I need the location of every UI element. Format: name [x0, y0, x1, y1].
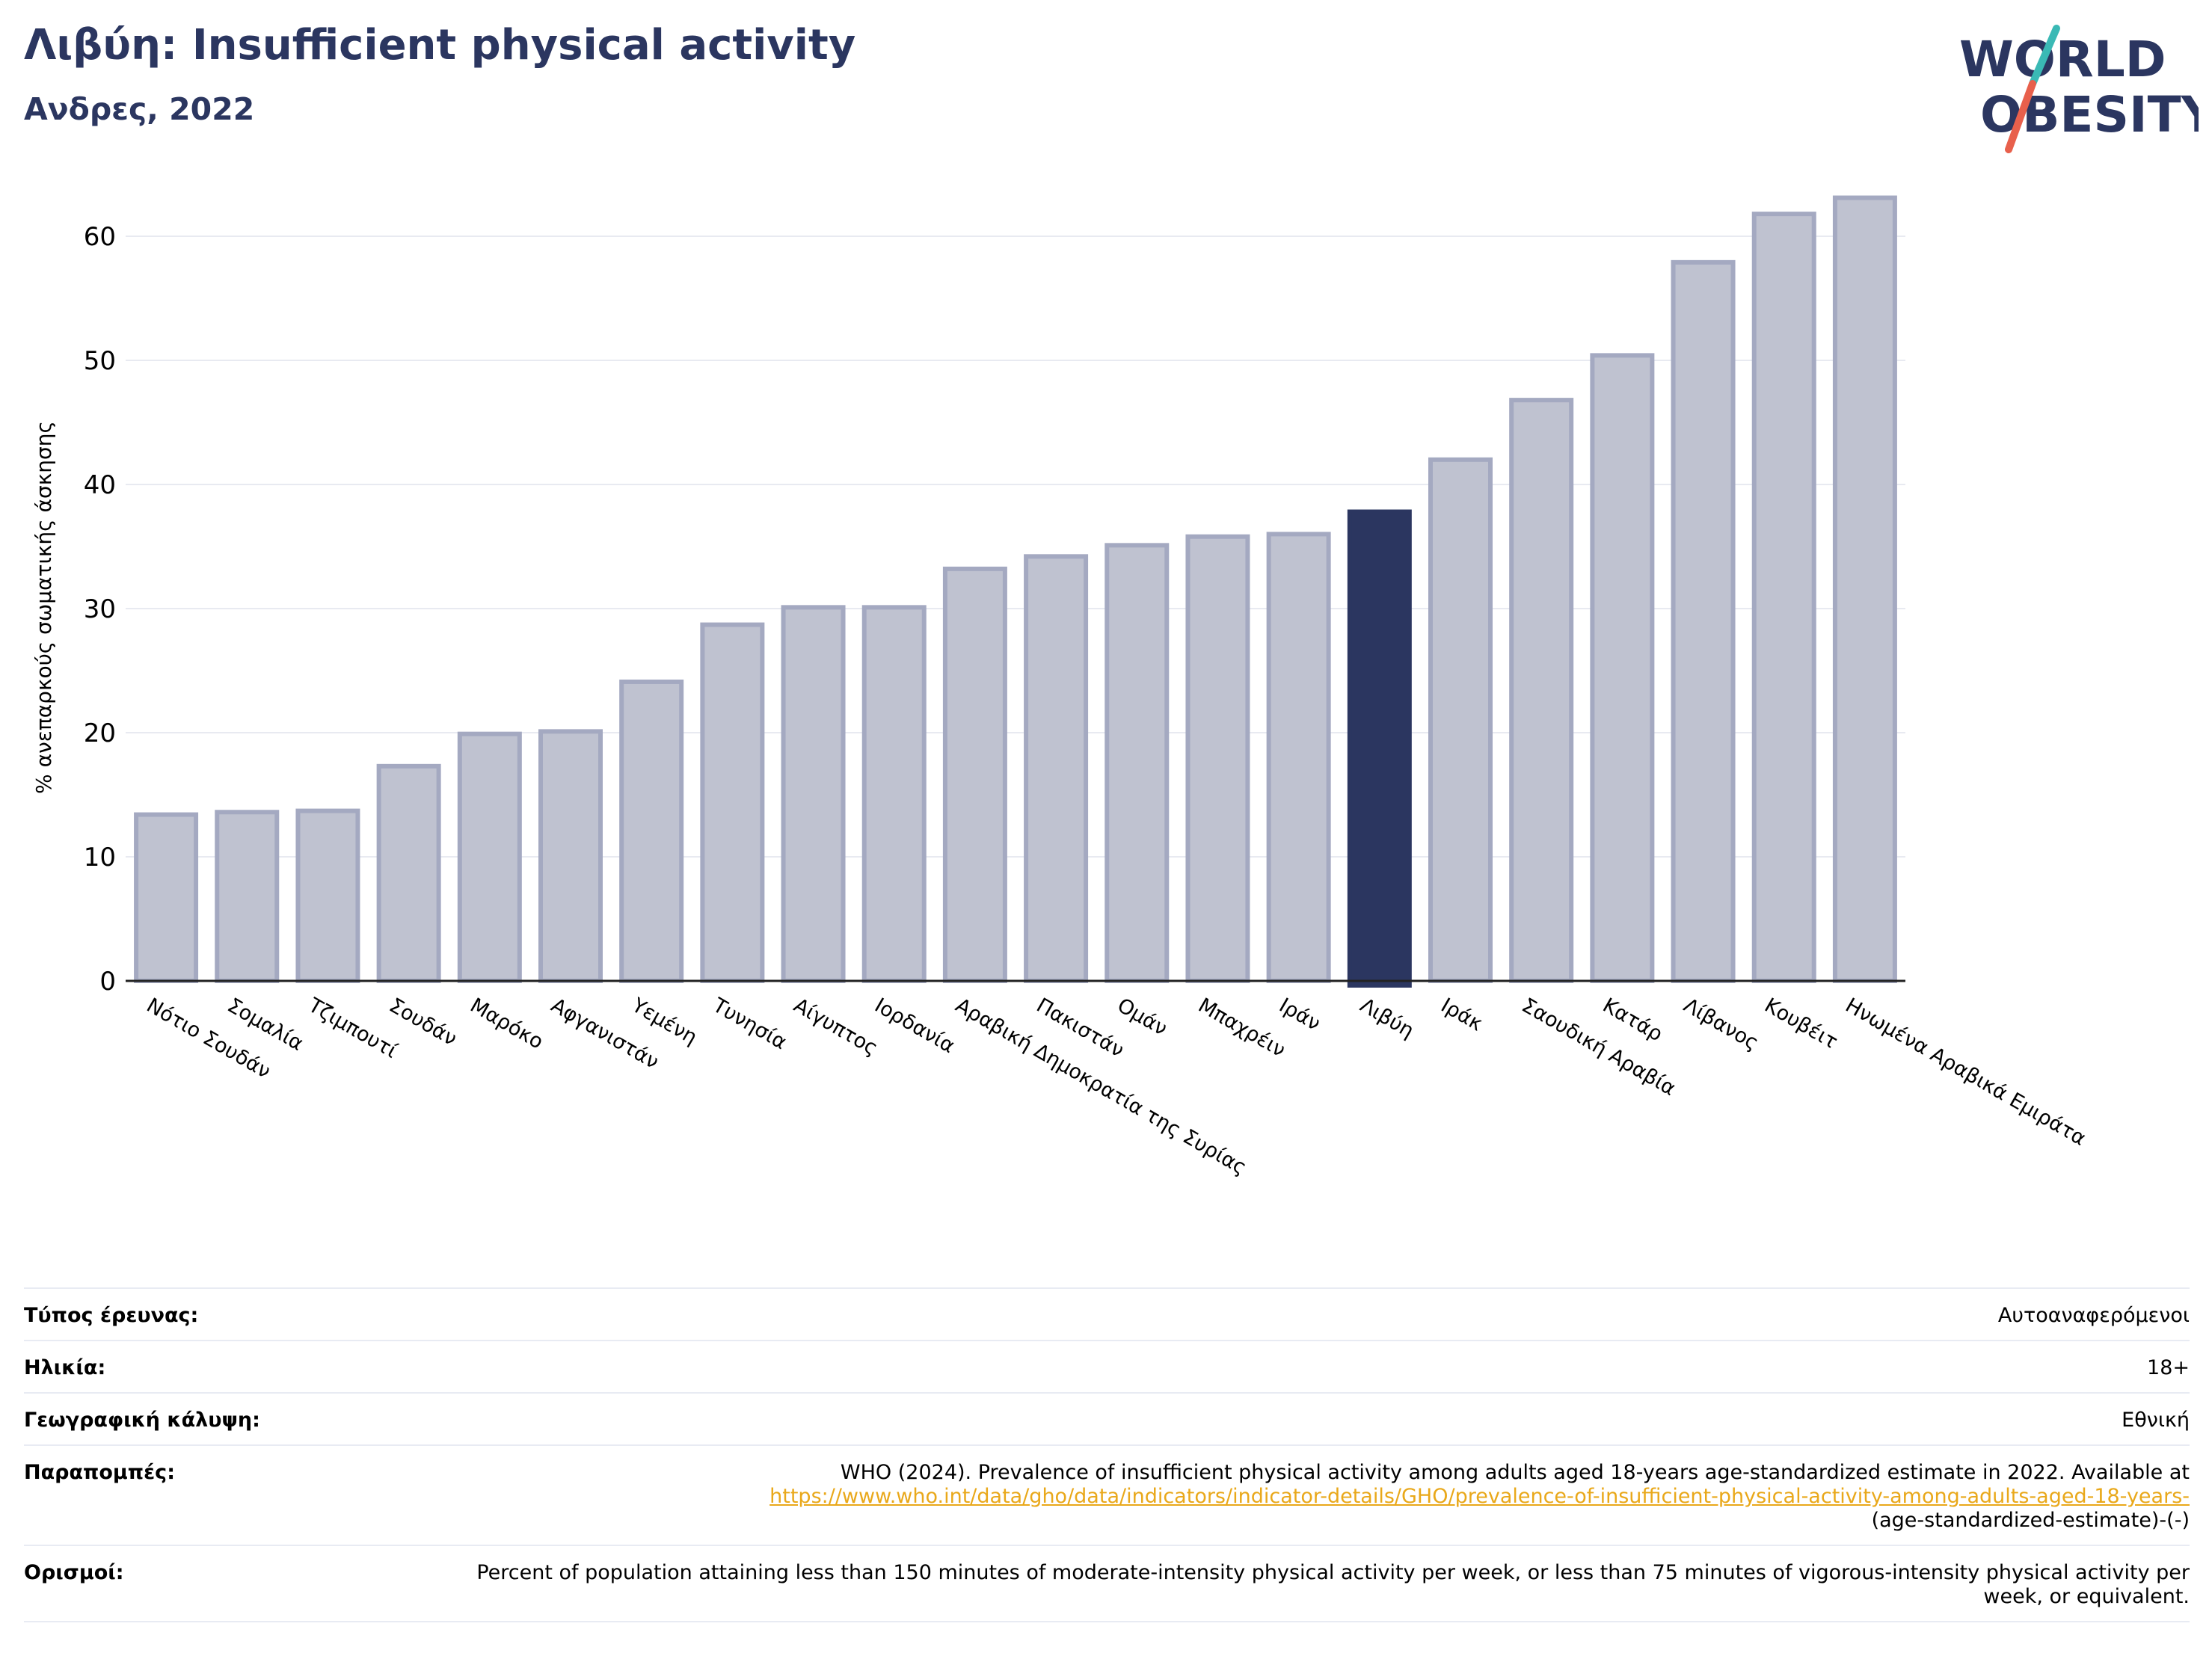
meta-row-age: Ηλικία: 18+	[24, 1341, 2190, 1394]
bar	[1428, 457, 1493, 983]
meta-row-survey-type: Τύπος έρευνας: Αυτοαναφερόμενοι	[24, 1289, 2190, 1341]
bar	[457, 731, 522, 983]
x-tick-label: Λιβύη	[1356, 994, 1418, 1043]
meta-label: Γεωγραφική κάλυψη:	[24, 1409, 260, 1432]
page-title: Λιβύη: Insufficient physical activity	[24, 21, 856, 70]
reference-text: WHO (2024). Prevalence of insufficient p…	[840, 1461, 2190, 1484]
logo-slash-teal	[2029, 25, 2060, 87]
y-tick-label: 50	[84, 346, 116, 376]
bar	[1671, 259, 1736, 983]
bars	[134, 195, 1897, 988]
bar	[1509, 398, 1574, 983]
bar	[942, 566, 1007, 983]
y-tick-labels: 0 10 20 30 40 50 60	[84, 222, 116, 997]
bar	[295, 808, 360, 983]
bar	[1347, 509, 1412, 988]
y-tick-label: 30	[84, 594, 116, 624]
page-subtitle: Ανδρες, 2022	[24, 91, 255, 127]
bar	[1266, 532, 1331, 983]
bar	[781, 605, 846, 984]
meta-row-definitions: Ορισμοί: Percent of population attaining…	[24, 1546, 2190, 1622]
y-tick-label: 10	[84, 843, 116, 872]
x-tick-label: Ιράκ	[1437, 994, 1487, 1035]
bar	[700, 622, 765, 984]
bar	[1185, 534, 1250, 983]
x-tick-label: Αίγυπτος	[790, 994, 882, 1060]
x-tick-label: Λίβανος	[1680, 994, 1763, 1055]
meta-value: Εθνική	[2122, 1409, 2190, 1432]
meta-row-coverage: Γεωγραφική κάλυψη: Εθνική	[24, 1394, 2190, 1446]
bar-chart: 0 10 20 30 40 50 60 Νότιο ΣουδάνΣομαλίαΤζιμπου…	[31, 195, 2090, 1180]
x-tick-label: Ιράν	[1275, 994, 1324, 1035]
reference-text-after: (age-standardized-estimate)-(-)	[1871, 1509, 2190, 1532]
bar	[376, 763, 441, 983]
meta-label: Τύπος έρευνας:	[24, 1304, 199, 1327]
bar	[1751, 212, 1816, 983]
bar	[619, 679, 684, 983]
y-tick-label: 60	[84, 222, 116, 252]
x-tick-label: Σαουδική Αραβία	[1518, 994, 1680, 1101]
x-tick-label: Κουβέιτ	[1760, 994, 1841, 1053]
x-tick-label: Αραβική Δημοκρατία της Συρίας	[951, 994, 1250, 1180]
bar	[134, 812, 199, 984]
bar	[1105, 543, 1170, 983]
x-tick-label: Τζιμπουτί	[304, 994, 401, 1063]
meta-label: Ηλικία:	[24, 1356, 106, 1379]
y-tick-label: 20	[84, 718, 116, 748]
bar	[215, 810, 280, 983]
logo-slash-red	[2005, 80, 2036, 153]
bar	[861, 605, 927, 984]
x-tick-label: Ηνωμένα Αραβικά Εμιράτα	[1841, 994, 2089, 1151]
bar	[1024, 554, 1089, 983]
logo-text-world: WORLD	[1959, 31, 2166, 88]
meta-value-references: WHO (2024). Prevalence of insufficient p…	[769, 1461, 2190, 1533]
x-tick-label: Τυνησία	[708, 994, 790, 1055]
meta-label: Ορισμοί:	[24, 1561, 124, 1584]
bar	[538, 729, 603, 984]
meta-value: Percent of population attaining less tha…	[476, 1561, 2190, 1608]
reference-link[interactable]: https://www.who.int/data/gho/data/indica…	[769, 1485, 2190, 1508]
meta-value: Αυτοαναφερόμενοι	[1997, 1304, 2190, 1327]
meta-row-references: Παραπομπές: WHO (2024). Prevalence of in…	[24, 1446, 2190, 1546]
x-tick-label: Ιορδανία	[870, 994, 959, 1058]
bar	[1590, 353, 1655, 983]
x-tick-label: Κατάρ	[1599, 994, 1667, 1046]
x-tick-label: Μαρόκο	[466, 994, 547, 1053]
y-tick-label: 0	[99, 967, 116, 997]
world-obesity-logo: WORLD OBESITY	[1959, 25, 2199, 153]
meta-value: 18+	[2147, 1356, 2190, 1379]
y-axis-label: % ανεπαρκούς σωματικής άσκησης	[31, 421, 56, 794]
metadata-table: Τύπος έρευνας: Αυτοαναφερόμενοι Ηλικία: …	[24, 1287, 2190, 1622]
bar	[1832, 195, 1897, 983]
meta-label: Παραπομπές:	[24, 1461, 175, 1484]
x-tick-label: Μπαχρέιν	[1194, 994, 1289, 1062]
y-tick-label: 40	[84, 470, 116, 500]
x-tick-label: Ομάν	[1113, 994, 1171, 1041]
